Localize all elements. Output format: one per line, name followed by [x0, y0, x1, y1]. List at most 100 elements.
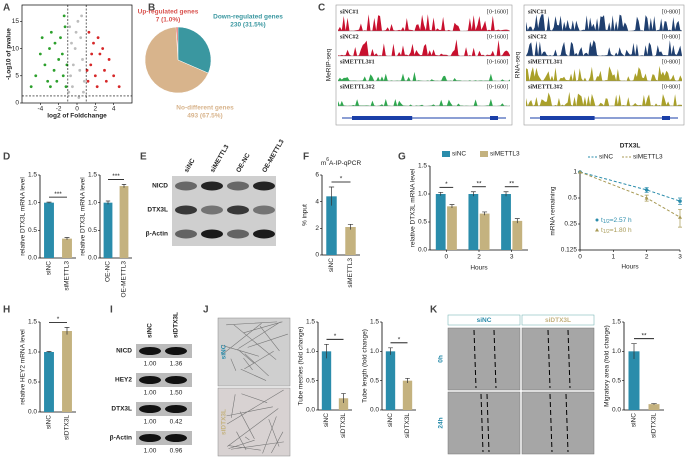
band-quantity: 1.00: [144, 361, 157, 368]
plot-frame: [21, 4, 133, 104]
wound-edge: [547, 329, 551, 389]
tube-network: [221, 321, 288, 381]
annotation-marker: [595, 218, 599, 222]
bar: [103, 202, 113, 258]
error-bar: [46, 351, 52, 353]
bar: [326, 196, 337, 255]
track-name: siMETTL3#1: [528, 59, 563, 65]
point: [57, 58, 61, 61]
track-frame: [335, 4, 513, 126]
micrograph: [447, 327, 521, 391]
column-header-frame: [521, 314, 595, 326]
coverage-track: [338, 71, 510, 81]
point: [62, 14, 66, 18]
track-range: [0-1600]: [487, 84, 508, 90]
wound-edge: [567, 329, 571, 389]
slice-label: Down-regulated genes: [213, 14, 283, 21]
bar: [648, 404, 660, 410]
gene-exon: [490, 116, 498, 120]
point: [80, 14, 83, 18]
error-bar: [105, 200, 111, 205]
point: [101, 47, 105, 50]
y-tick-label: 0.125: [561, 247, 578, 254]
panel-letter: B: [148, 3, 155, 14]
y-tick-label: 0.5: [306, 377, 315, 384]
point: [93, 74, 97, 78]
category-label: siNC: [328, 258, 335, 272]
y-tick-label: 0.5: [88, 227, 97, 234]
significance-label: *: [57, 316, 60, 323]
y-tick-label: 1.0: [28, 349, 37, 356]
error-bar: [64, 237, 70, 240]
category-label: siNC: [387, 413, 394, 427]
category-label: OE-METTL3: [121, 261, 128, 298]
y-tick-label: 10: [12, 45, 20, 52]
band-quantity: 1.50: [170, 390, 183, 397]
marker: [678, 215, 682, 219]
point: [43, 63, 47, 67]
point: [70, 41, 73, 45]
coverage-track: [338, 39, 510, 56]
y-tick-label: 0.0: [28, 255, 37, 262]
point: [49, 30, 53, 34]
y-tick-label: 1.5: [28, 319, 37, 326]
category-label: OE-NC: [105, 261, 112, 282]
y-tick-label: 5: [15, 72, 19, 79]
track-group-label: MeRIP-seq: [326, 48, 333, 81]
bar: [501, 194, 511, 250]
error-bar: [328, 186, 335, 206]
point: [107, 58, 111, 61]
coverage-track: [526, 91, 682, 106]
series-line: [579, 171, 681, 202]
wound-edge: [549, 393, 553, 453]
marker: [644, 188, 649, 192]
bar: [119, 186, 129, 258]
point: [69, 74, 72, 78]
x-axis-label: Hours: [621, 264, 639, 271]
blot-band: [175, 205, 197, 215]
bar: [44, 352, 54, 412]
point: [59, 36, 62, 40]
annotation-part: =1.80 h: [610, 227, 632, 234]
x-tick-label: 3: [510, 254, 514, 261]
point: [82, 79, 86, 83]
track-group-label: RNA-seq: [515, 51, 522, 78]
point: [86, 79, 90, 83]
y-tick-label: 0.5: [612, 377, 621, 384]
bar: [62, 331, 72, 412]
y-tick-label: 0.0: [306, 407, 315, 414]
annotation-part: 1/2: [603, 219, 610, 225]
point: [71, 63, 75, 67]
point: [96, 36, 100, 40]
blot-band: [139, 405, 161, 413]
y-tick-label: 0.0: [28, 409, 37, 416]
bar: [321, 351, 332, 410]
y-tick-label: 0.0: [418, 247, 427, 254]
bar: [402, 380, 413, 410]
annotation-part: t: [601, 217, 603, 224]
error-bar: [388, 347, 393, 355]
micrograph: [217, 317, 291, 387]
point: [71, 85, 74, 89]
lane-label: siNC: [147, 323, 154, 338]
x-axis-label: log2 of Foldchange: [47, 113, 107, 120]
annotation-part: =2.57 h: [610, 217, 632, 224]
panel-letter: G: [398, 152, 406, 163]
x-tick-label: 1: [612, 254, 616, 261]
annotation: t1/2=1.80 h: [601, 227, 632, 236]
band-quantity: 1.00: [144, 390, 157, 397]
bar: [468, 194, 479, 250]
row-label: β-Actin: [110, 435, 132, 442]
micrograph: [521, 391, 595, 455]
y-tick-label: 1.5: [88, 172, 97, 179]
y-tick-label: 1.0: [28, 199, 37, 206]
blot-band: [139, 434, 161, 442]
significance-label: *: [340, 176, 343, 183]
panel-letter: F: [303, 152, 309, 163]
error-bar: [438, 191, 444, 196]
error-bar: [64, 327, 70, 335]
category-label: siDTX3L: [340, 413, 347, 438]
slice-value-label: 7 (1.0%): [156, 17, 181, 24]
legend-label: siNC: [599, 154, 613, 161]
coverage-track: [526, 14, 682, 31]
